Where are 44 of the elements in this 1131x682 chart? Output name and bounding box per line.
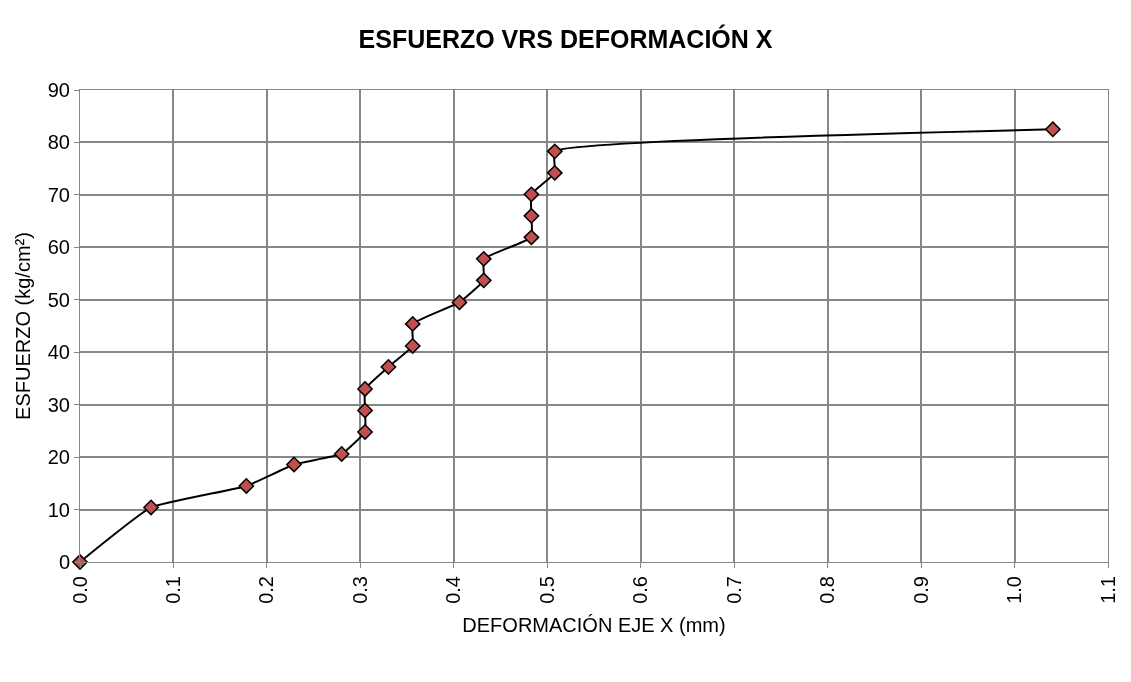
y-tick-label: 10 — [47, 498, 70, 521]
point — [546, 164, 563, 181]
x-tick-label: 0.2 — [255, 576, 278, 604]
point — [357, 381, 373, 397]
x-tick-label: 0.1 — [161, 576, 184, 604]
point — [523, 229, 540, 246]
point — [475, 250, 492, 267]
x-axis-title: DEFORMACIÓN EJE X (mm) — [462, 614, 726, 636]
y-tick-label: 60 — [47, 236, 70, 259]
point — [546, 143, 563, 160]
point — [357, 424, 373, 440]
point — [1044, 121, 1061, 138]
y-tick-label: 70 — [47, 183, 70, 206]
x-tick-label: 0.0 — [68, 576, 91, 604]
x-tick-label: 1.1 — [1096, 576, 1119, 604]
x-tick-label: 0.7 — [722, 576, 745, 604]
point — [357, 402, 373, 419]
y-tick-label: 0 — [58, 551, 70, 573]
point — [475, 272, 492, 289]
y-tick-label: 50 — [47, 288, 70, 311]
y-tick-label: 80 — [47, 131, 70, 154]
point — [143, 499, 159, 516]
point — [523, 186, 540, 203]
x-tick-label: 0.8 — [816, 576, 839, 604]
x-tick-label: 0.9 — [909, 576, 932, 604]
point — [380, 359, 397, 375]
point — [286, 456, 302, 473]
y-tick-label: 30 — [47, 393, 70, 416]
x-tick-label: 0.6 — [629, 576, 652, 604]
y-tick-label: 20 — [47, 446, 70, 469]
y-tick-label: 40 — [47, 341, 70, 364]
x-tick-label: 0.4 — [442, 576, 465, 604]
point — [404, 338, 421, 354]
y-tick-label: 90 — [47, 79, 70, 101]
x-tick-label: 0.5 — [535, 576, 558, 604]
chart-title: ESFUERZO VRS DEFORMACIÓN X — [358, 24, 773, 54]
point — [451, 294, 468, 311]
point — [238, 478, 255, 494]
x-tick-label: 0.3 — [348, 576, 371, 604]
point — [333, 446, 350, 462]
point — [404, 316, 421, 332]
point — [523, 207, 540, 224]
x-tick-label: 1.0 — [1003, 576, 1026, 604]
y-axis-title: ESFUERZO (kg/cm²) — [12, 232, 34, 420]
